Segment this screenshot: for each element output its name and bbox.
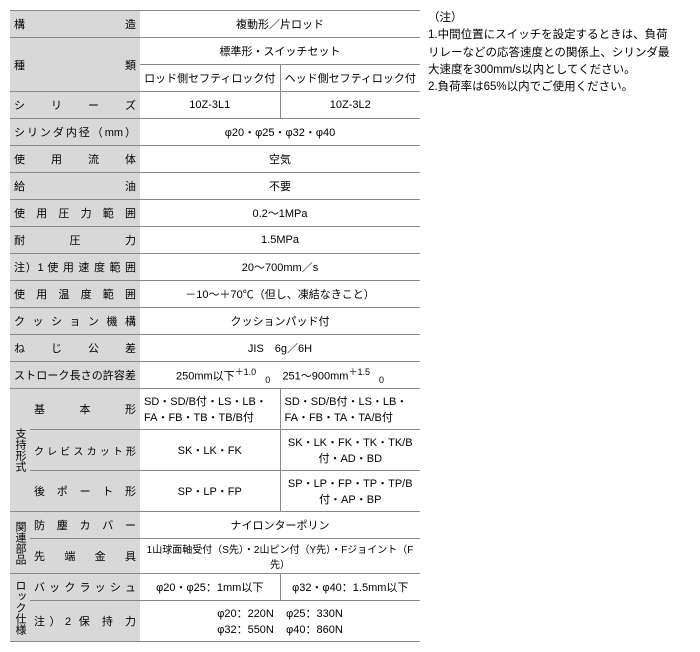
lock-hold-label: 注）2 保 持 力: [30, 601, 140, 642]
lock-backlash-label: バックラッシュ: [30, 574, 140, 601]
related-cover-value: ナイロンターポリン: [140, 512, 420, 539]
row-speed-label: 注）1 使 用 速 度 範 囲: [10, 254, 140, 281]
row-series-b: 10Z-3L2: [280, 92, 420, 119]
support-basic-label: 基 本 形: [30, 389, 140, 430]
related-tip-label: 先 端 金 具: [30, 539, 140, 574]
row-speed-value: 20～700mm／s: [140, 254, 420, 281]
row-bore-value: φ20・φ25・φ32・φ40: [140, 119, 420, 146]
row-structure-value: 複動形／片ロッド: [140, 11, 420, 38]
lock-backlash-a: φ20・φ25：1mm以下: [140, 574, 280, 601]
row-lube-value: 不要: [140, 173, 420, 200]
row-pressure-label: 使 用 圧 力 範 囲: [10, 200, 140, 227]
row-stroke-value: 250mm以下＋1.0 0 251～900mm＋1.5 0: [140, 362, 420, 389]
row-type-b: ヘッド側セフティロック付: [280, 65, 420, 92]
row-bore-label: シリンダ内径（mm）: [10, 119, 140, 146]
row-temp-label: 使 用 温 度 範 囲: [10, 281, 140, 308]
row-proof-value: 1.5MPa: [140, 227, 420, 254]
row-structure-label: 構 造: [10, 11, 140, 38]
note-1: 1.中間位置にスイッチを設定するときは、負荷リレーなどの応答速度との関係上、シリ…: [428, 27, 678, 79]
row-type-sub: 標準形・スイッチセット: [140, 38, 420, 65]
spec-table: 構 造 複動形／片ロッド 種 類 標準形・スイッチセット ロッド側セフティロック…: [10, 10, 420, 642]
row-type-label: 種 類: [10, 38, 140, 92]
row-lube-label: 給 油: [10, 173, 140, 200]
lock-group-label: ロック仕様: [10, 574, 30, 642]
notes-block: （注） 1.中間位置にスイッチを設定するときは、負荷リレーなどの応答速度との関係…: [428, 10, 678, 96]
support-clevis-a: SK・LK・FK: [140, 430, 280, 471]
row-series-label: シ リ ー ズ: [10, 92, 140, 119]
support-clevis-label: クレビスカット形: [30, 430, 140, 471]
related-cover-label: 防塵カバー: [30, 512, 140, 539]
row-stroke-label: ストローク長さの許容差: [10, 362, 140, 389]
row-thread-label: ね じ 公 差: [10, 335, 140, 362]
lock-backlash-b: φ32・φ40：1.5mm以下: [280, 574, 420, 601]
support-clevis-b: SK・LK・FK・TK・TK/B付・AD・BD: [280, 430, 420, 471]
row-cushion-label: クッション機構: [10, 308, 140, 335]
row-pressure-value: 0.2～1MPa: [140, 200, 420, 227]
support-rear-b: SP・LP・FP・TP・TP/B付・AP・BP: [280, 471, 420, 512]
support-basic-a: SD・SD/B付・LS・LB・FA・FB・TB・TB/B付: [140, 389, 280, 430]
lock-hold-value: φ20：220N φ25：330N φ32：550N φ40：860N: [140, 601, 420, 642]
support-group-label: 支持形式: [10, 389, 30, 512]
related-tip-value: 1山球面軸受付（S先）・2山ピン付（Y先）・Fジョイント（F先）: [140, 539, 420, 574]
note-2: 2.負荷率は65%以内でご使用ください。: [428, 79, 678, 96]
notes-title: （注）: [428, 10, 678, 27]
row-type-a: ロッド側セフティロック付: [140, 65, 280, 92]
support-rear-label: 後ポート形: [30, 471, 140, 512]
row-proof-label: 耐 圧 力: [10, 227, 140, 254]
row-thread-value: JIS 6g／6H: [140, 335, 420, 362]
row-temp-value: －10～＋70℃（但し、凍結なきこと）: [140, 281, 420, 308]
row-series-a: 10Z-3L1: [140, 92, 280, 119]
support-rear-a: SP・LP・FP: [140, 471, 280, 512]
row-fluid-value: 空気: [140, 146, 420, 173]
support-basic-b: SD・SD/B付・LS・LB・FA・FB・TA・TA/B付: [280, 389, 420, 430]
row-cushion-value: クッションパッド付: [140, 308, 420, 335]
row-fluid-label: 使 用 流 体: [10, 146, 140, 173]
